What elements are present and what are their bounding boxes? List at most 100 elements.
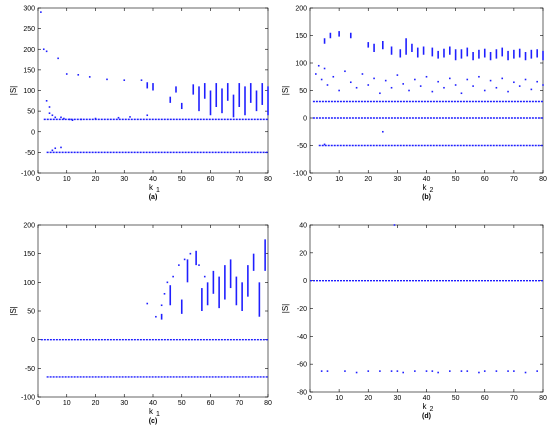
data-point: [379, 92, 381, 95]
data-point: [320, 78, 323, 81]
data-point: [507, 90, 509, 93]
y-axis-label: |S|: [9, 306, 18, 316]
data-point: [163, 293, 166, 295]
data-point: [45, 50, 48, 53]
x-tick-label: 10: [63, 400, 71, 407]
y-tick-label: -100: [293, 171, 307, 178]
y-tick-label: 0: [303, 116, 307, 123]
data-point: [48, 112, 51, 114]
data-point: [40, 11, 42, 13]
x-tick-label: 10: [63, 176, 71, 183]
data-point: [71, 119, 74, 121]
data-point: [379, 370, 381, 372]
data-point: [466, 78, 469, 81]
x-axis-label-subscript: 2: [430, 406, 434, 413]
data-point: [454, 84, 457, 86]
data-point: [320, 370, 323, 372]
data-point: [57, 57, 59, 60]
data-point: [344, 370, 346, 372]
x-tick-label: 40: [149, 176, 157, 183]
data-point: [332, 75, 335, 78]
x-tick-label: 40: [149, 400, 157, 407]
data-point: [460, 370, 463, 372]
data-point: [54, 116, 57, 119]
panel-caption: (a): [149, 194, 158, 201]
x-axis-label-subscript: 1: [156, 187, 160, 194]
data-point: [77, 74, 80, 76]
x-tick-label: 30: [393, 176, 401, 183]
data-point: [48, 106, 51, 108]
y-tick-label: 20: [299, 250, 307, 257]
x-tick-label: 0: [308, 176, 312, 183]
data-point: [402, 371, 404, 374]
data-point: [501, 77, 504, 80]
y-axis-label: |S|: [281, 86, 290, 96]
data-point: [51, 149, 54, 152]
data-point: [513, 370, 515, 372]
y-tick-label: 50: [27, 309, 35, 316]
data-point: [68, 118, 71, 121]
data-point: [323, 67, 326, 70]
x-tick-label: 70: [235, 176, 243, 183]
y-tick-label: 0: [31, 337, 35, 344]
data-point: [495, 370, 498, 372]
data-point: [155, 315, 157, 318]
x-axis-label: k: [423, 183, 428, 192]
y-tick-label: 300: [23, 6, 35, 13]
x-tick-label: 30: [393, 395, 401, 402]
panel-caption: (c): [149, 418, 158, 425]
data-point: [317, 64, 320, 67]
x-tick-label: 50: [452, 176, 460, 183]
y-tick-label: 100: [295, 61, 307, 68]
data-point: [536, 370, 538, 372]
panel-b: 0 10 20 30 40 50 60 70 80 -100 -50 0 50 100 150 200 |S| k…: [281, 6, 547, 202]
y-tick-label: 0: [31, 129, 35, 136]
data-point: [524, 371, 527, 374]
y-tick-label: -50: [25, 150, 35, 157]
data-point: [140, 79, 143, 81]
data-point: [178, 264, 180, 266]
data-point: [65, 73, 68, 75]
data-point: [507, 370, 509, 372]
data-point: [384, 79, 387, 82]
data-point: [183, 258, 186, 261]
x-tick-label: 60: [481, 176, 489, 183]
panel-caption: (b): [422, 194, 431, 201]
data-point: [431, 90, 434, 93]
data-point: [45, 100, 48, 102]
y-tick-label: 50: [27, 109, 35, 116]
data-point: [63, 117, 65, 120]
data-point: [355, 86, 358, 89]
data-point: [478, 75, 480, 78]
data-point: [437, 371, 439, 374]
x-tick-label: 60: [207, 400, 215, 407]
data-point: [396, 370, 399, 372]
x-axis-label-subscript: 1: [156, 411, 160, 418]
data-point: [172, 275, 174, 278]
y-tick-label: 40: [299, 223, 307, 230]
x-tick-label: 70: [510, 176, 518, 183]
data-point: [443, 86, 445, 89]
x-tick-label: 0: [36, 176, 40, 183]
data-point: [513, 81, 515, 84]
data-point: [414, 78, 416, 81]
data-point: [449, 77, 451, 80]
x-tick-label: 10: [335, 395, 343, 402]
x-tick-label: 50: [452, 395, 460, 402]
data-point: [117, 116, 120, 119]
x-tick-label: 80: [539, 176, 547, 183]
y-tick-label: -50: [25, 366, 35, 373]
data-point: [489, 79, 492, 82]
x-tick-label: 0: [308, 395, 312, 402]
data-point: [323, 143, 326, 146]
data-point: [466, 370, 469, 372]
y-tick-label: 150: [23, 251, 35, 258]
data-point: [51, 114, 54, 117]
data-point: [472, 85, 474, 87]
x-tick-label: 20: [92, 176, 100, 183]
y-tick-label: 150: [23, 67, 35, 74]
data-point: [129, 116, 131, 118]
data-point: [431, 370, 434, 372]
data-point: [390, 86, 393, 89]
